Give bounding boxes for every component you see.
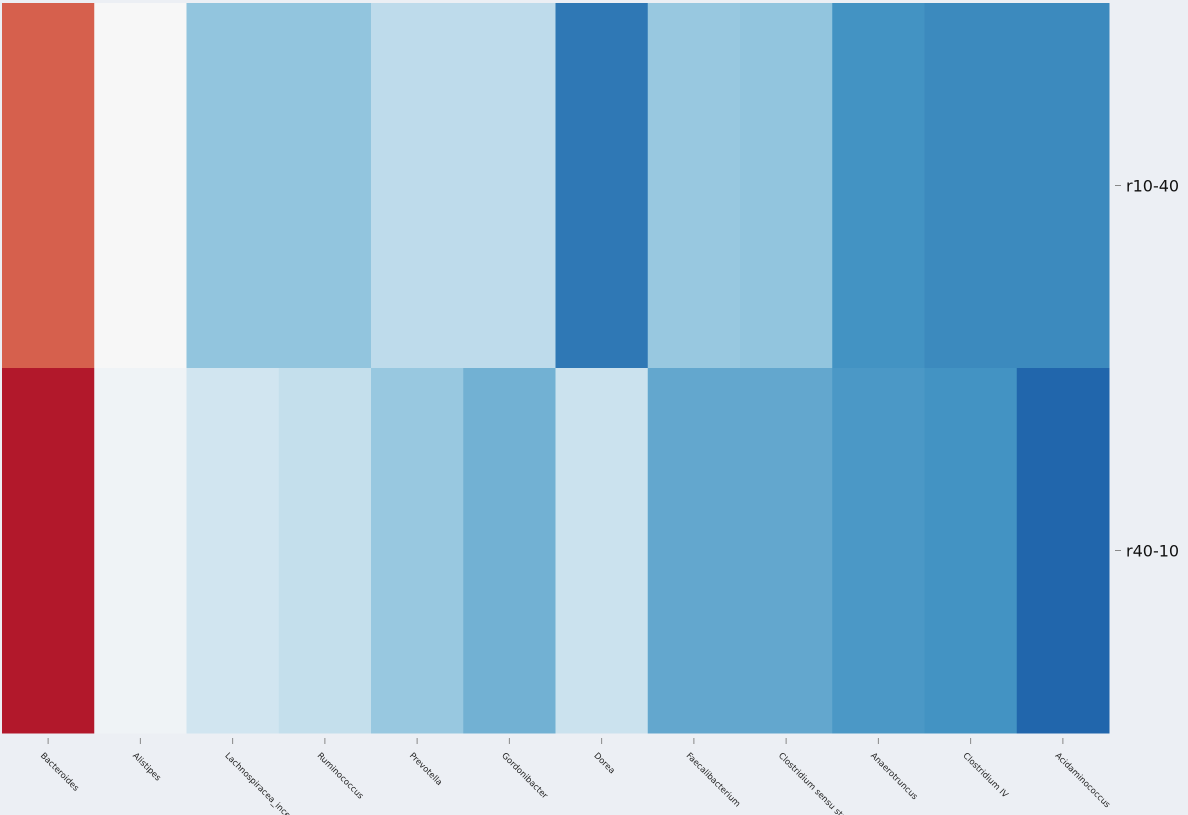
heatmap-cell — [2, 368, 95, 734]
x-tick-label: Prevotella — [407, 751, 444, 788]
y-tick-label: r10-40 — [1126, 177, 1179, 196]
heatmap-cell — [186, 3, 280, 369]
heatmap-cell — [278, 368, 372, 734]
x-tick-label: Gordonibacter — [499, 751, 549, 801]
heatmap-cell — [371, 3, 464, 369]
y-tick-label: r40-10 — [1126, 542, 1179, 561]
heatmap-cell — [463, 368, 556, 734]
heatmap-cell — [740, 368, 833, 734]
x-tick-label: Faecalibacterium — [684, 751, 742, 809]
heatmap-cell — [186, 368, 280, 734]
heatmap-cell — [278, 3, 372, 369]
heatmap-cell — [1016, 368, 1110, 734]
x-tick-label: Acidaminococcus — [1053, 751, 1112, 810]
heatmap-cell — [2, 3, 95, 369]
heatmap-cell — [924, 368, 1018, 734]
heatmap-cell — [647, 3, 741, 369]
x-tick-label: Lachnospiracea_incertae_sedis — [223, 751, 324, 815]
x-tick-label: Ruminococcus — [315, 751, 366, 802]
x-tick-label: Clostridium sensu stricto — [776, 751, 858, 815]
heatmap-cell — [463, 3, 556, 369]
x-tick-label: Alistipes — [130, 751, 163, 784]
heatmap-cell — [555, 368, 649, 734]
x-tick-label: Dorea — [592, 751, 617, 776]
heatmap-cell — [832, 3, 925, 369]
heatmap-cell — [371, 368, 464, 734]
x-tick-label: Clostridium IV — [961, 751, 1010, 800]
heatmap-cell — [647, 368, 741, 734]
heatmap-cell — [924, 3, 1018, 369]
heatmap-cell — [740, 3, 833, 369]
heatmap-cell — [94, 3, 187, 369]
heatmap-cell — [1016, 3, 1110, 369]
heatmap-cell — [94, 368, 187, 734]
heatmap-cell — [832, 368, 925, 734]
x-tick-label: Anaerotruncus — [868, 751, 919, 802]
x-tick-label: Bacteroides — [38, 751, 81, 794]
heatmap-cell — [555, 3, 649, 369]
